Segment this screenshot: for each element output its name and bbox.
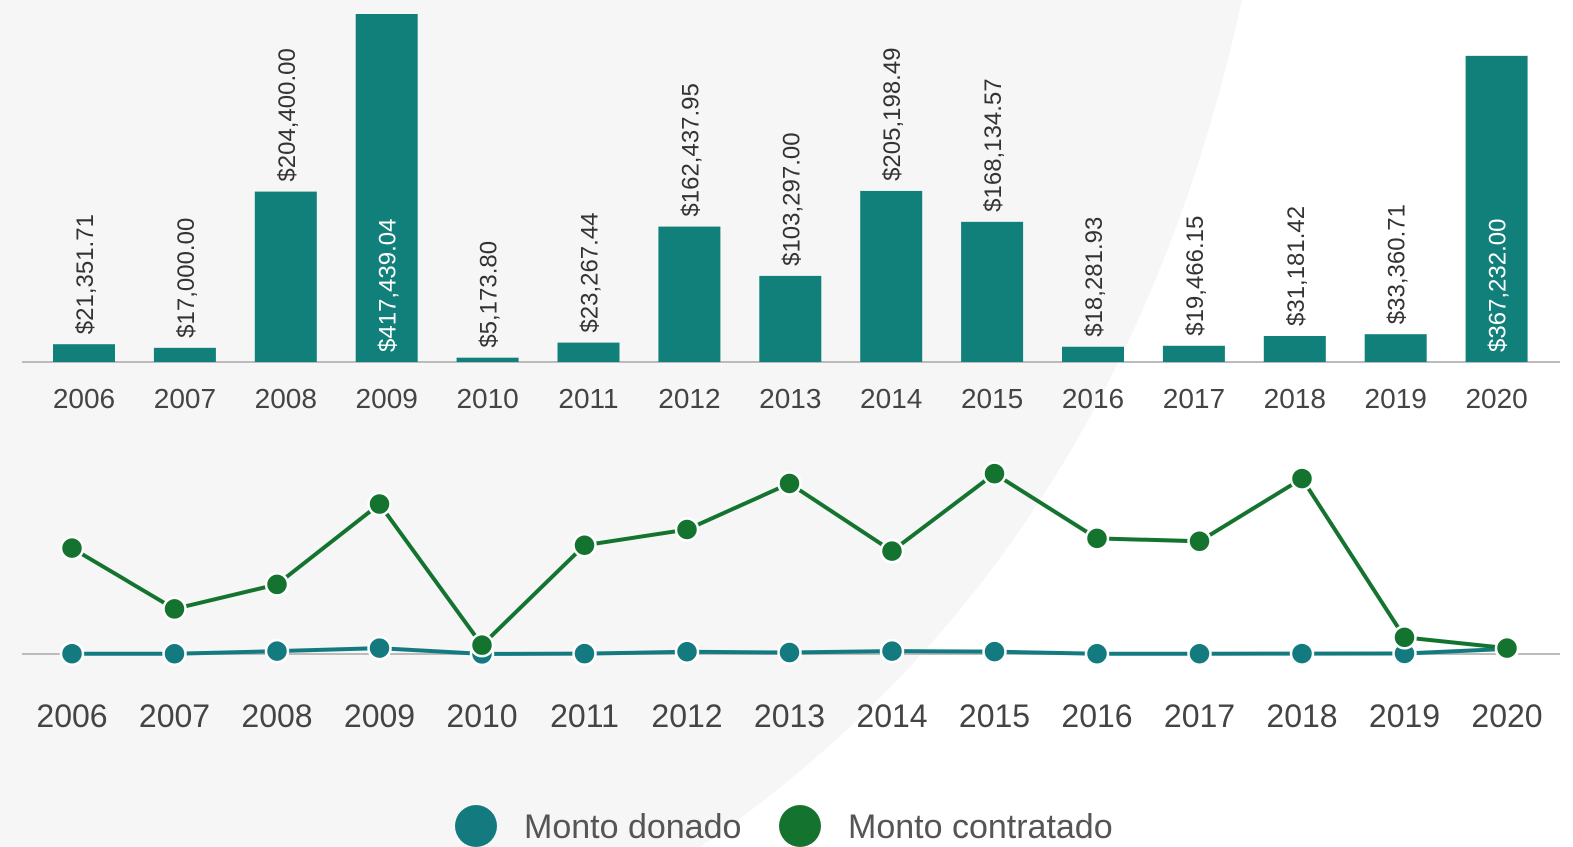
x-tick-label: 2013 xyxy=(759,383,821,414)
bar xyxy=(53,344,115,362)
x-tick-label: 2017 xyxy=(1163,383,1225,414)
bar xyxy=(355,14,418,362)
legend-label: Monto contratado xyxy=(848,808,1113,846)
data-point xyxy=(469,632,495,658)
value-label: $19,466.15 xyxy=(1182,216,1209,336)
bar xyxy=(456,357,519,362)
data-point xyxy=(59,641,85,666)
x-tick-label: 2006 xyxy=(53,383,115,414)
legend-item: Monto contratado xyxy=(779,805,1113,847)
data-point xyxy=(264,638,290,664)
bar xyxy=(1263,336,1326,362)
value-label: $18,281.93 xyxy=(1081,217,1108,337)
x-tick-label: 2007 xyxy=(139,698,210,734)
data-point xyxy=(1187,641,1212,666)
legend-swatch xyxy=(779,805,821,847)
data-point xyxy=(162,641,187,667)
value-label: $21,351.71 xyxy=(72,214,99,334)
bar xyxy=(1062,346,1124,362)
x-tick-label: 2008 xyxy=(241,698,312,734)
data-point xyxy=(674,639,700,664)
x-tick-label: 2010 xyxy=(456,383,518,414)
x-tick-label: 2006 xyxy=(36,698,107,734)
data-point xyxy=(367,635,392,661)
bar xyxy=(658,226,721,362)
x-tick-label: 2016 xyxy=(1062,383,1124,414)
data-point xyxy=(367,491,392,517)
x-tick-label: 2014 xyxy=(860,383,922,414)
data-point xyxy=(982,639,1007,664)
bar xyxy=(961,221,1024,362)
bar xyxy=(860,190,923,362)
value-label: $204,400.00 xyxy=(274,48,301,181)
data-point xyxy=(59,535,85,561)
x-tick-label: 2015 xyxy=(961,383,1023,414)
bar xyxy=(759,275,822,362)
x-tick-label: 2019 xyxy=(1369,698,1440,734)
value-label: $23,267.44 xyxy=(577,212,604,332)
data-point xyxy=(982,461,1007,486)
data-point xyxy=(777,640,802,665)
value-label: $103,297.00 xyxy=(778,132,805,265)
bar xyxy=(153,347,216,362)
x-tick-label: 2007 xyxy=(154,383,216,414)
bar xyxy=(254,191,317,362)
value-label: $168,134.57 xyxy=(980,78,1007,211)
x-tick-label: 2017 xyxy=(1164,698,1235,734)
data-point xyxy=(879,638,905,664)
data-point xyxy=(1494,635,1520,661)
x-tick-label: 2008 xyxy=(255,383,317,414)
data-point xyxy=(162,596,187,622)
data-point xyxy=(1392,625,1417,650)
x-tick-label: 2020 xyxy=(1465,383,1527,414)
value-label: $31,181.42 xyxy=(1283,206,1310,326)
value-label: $17,000.00 xyxy=(173,218,200,338)
data-point xyxy=(572,532,597,558)
x-tick-label: 2018 xyxy=(1266,698,1337,734)
data-point xyxy=(264,572,290,597)
value-label: $33,360.71 xyxy=(1384,204,1411,324)
bar xyxy=(557,342,620,362)
data-point xyxy=(1289,641,1315,666)
x-tick-label: 2020 xyxy=(1471,698,1542,734)
bar xyxy=(1364,334,1427,362)
x-tick-label: 2012 xyxy=(658,383,720,414)
data-point xyxy=(1084,526,1110,551)
legend-swatch xyxy=(455,805,497,847)
data-point xyxy=(572,641,597,666)
x-tick-label: 2013 xyxy=(754,698,825,734)
value-label: $367,232.00 xyxy=(1485,219,1512,352)
x-tick-label: 2010 xyxy=(446,698,517,734)
data-point xyxy=(879,538,905,564)
x-tick-label: 2009 xyxy=(344,698,415,734)
legend-item: Monto donado xyxy=(455,805,741,847)
data-point xyxy=(674,517,700,542)
value-label: $5,173.80 xyxy=(476,241,503,348)
bar xyxy=(1465,55,1528,362)
x-tick-label: 2018 xyxy=(1264,383,1326,414)
value-label: $205,198.49 xyxy=(879,47,906,180)
data-point xyxy=(1289,466,1315,491)
value-label: $417,439.04 xyxy=(375,219,402,352)
bar xyxy=(1162,345,1225,362)
x-tick-label: 2009 xyxy=(356,383,418,414)
x-tick-label: 2012 xyxy=(651,698,722,734)
data-point xyxy=(1187,529,1212,554)
x-tick-label: 2015 xyxy=(959,698,1030,734)
x-tick-label: 2019 xyxy=(1365,383,1427,414)
x-tick-label: 2014 xyxy=(856,698,927,734)
x-tick-label: 2016 xyxy=(1061,698,1132,734)
data-point xyxy=(777,471,802,496)
legend-label: Monto donado xyxy=(524,808,741,846)
x-tick-label: 2011 xyxy=(558,383,618,414)
data-point xyxy=(1084,641,1110,666)
x-tick-label: 2011 xyxy=(550,698,619,734)
value-label: $162,437.95 xyxy=(677,83,704,216)
